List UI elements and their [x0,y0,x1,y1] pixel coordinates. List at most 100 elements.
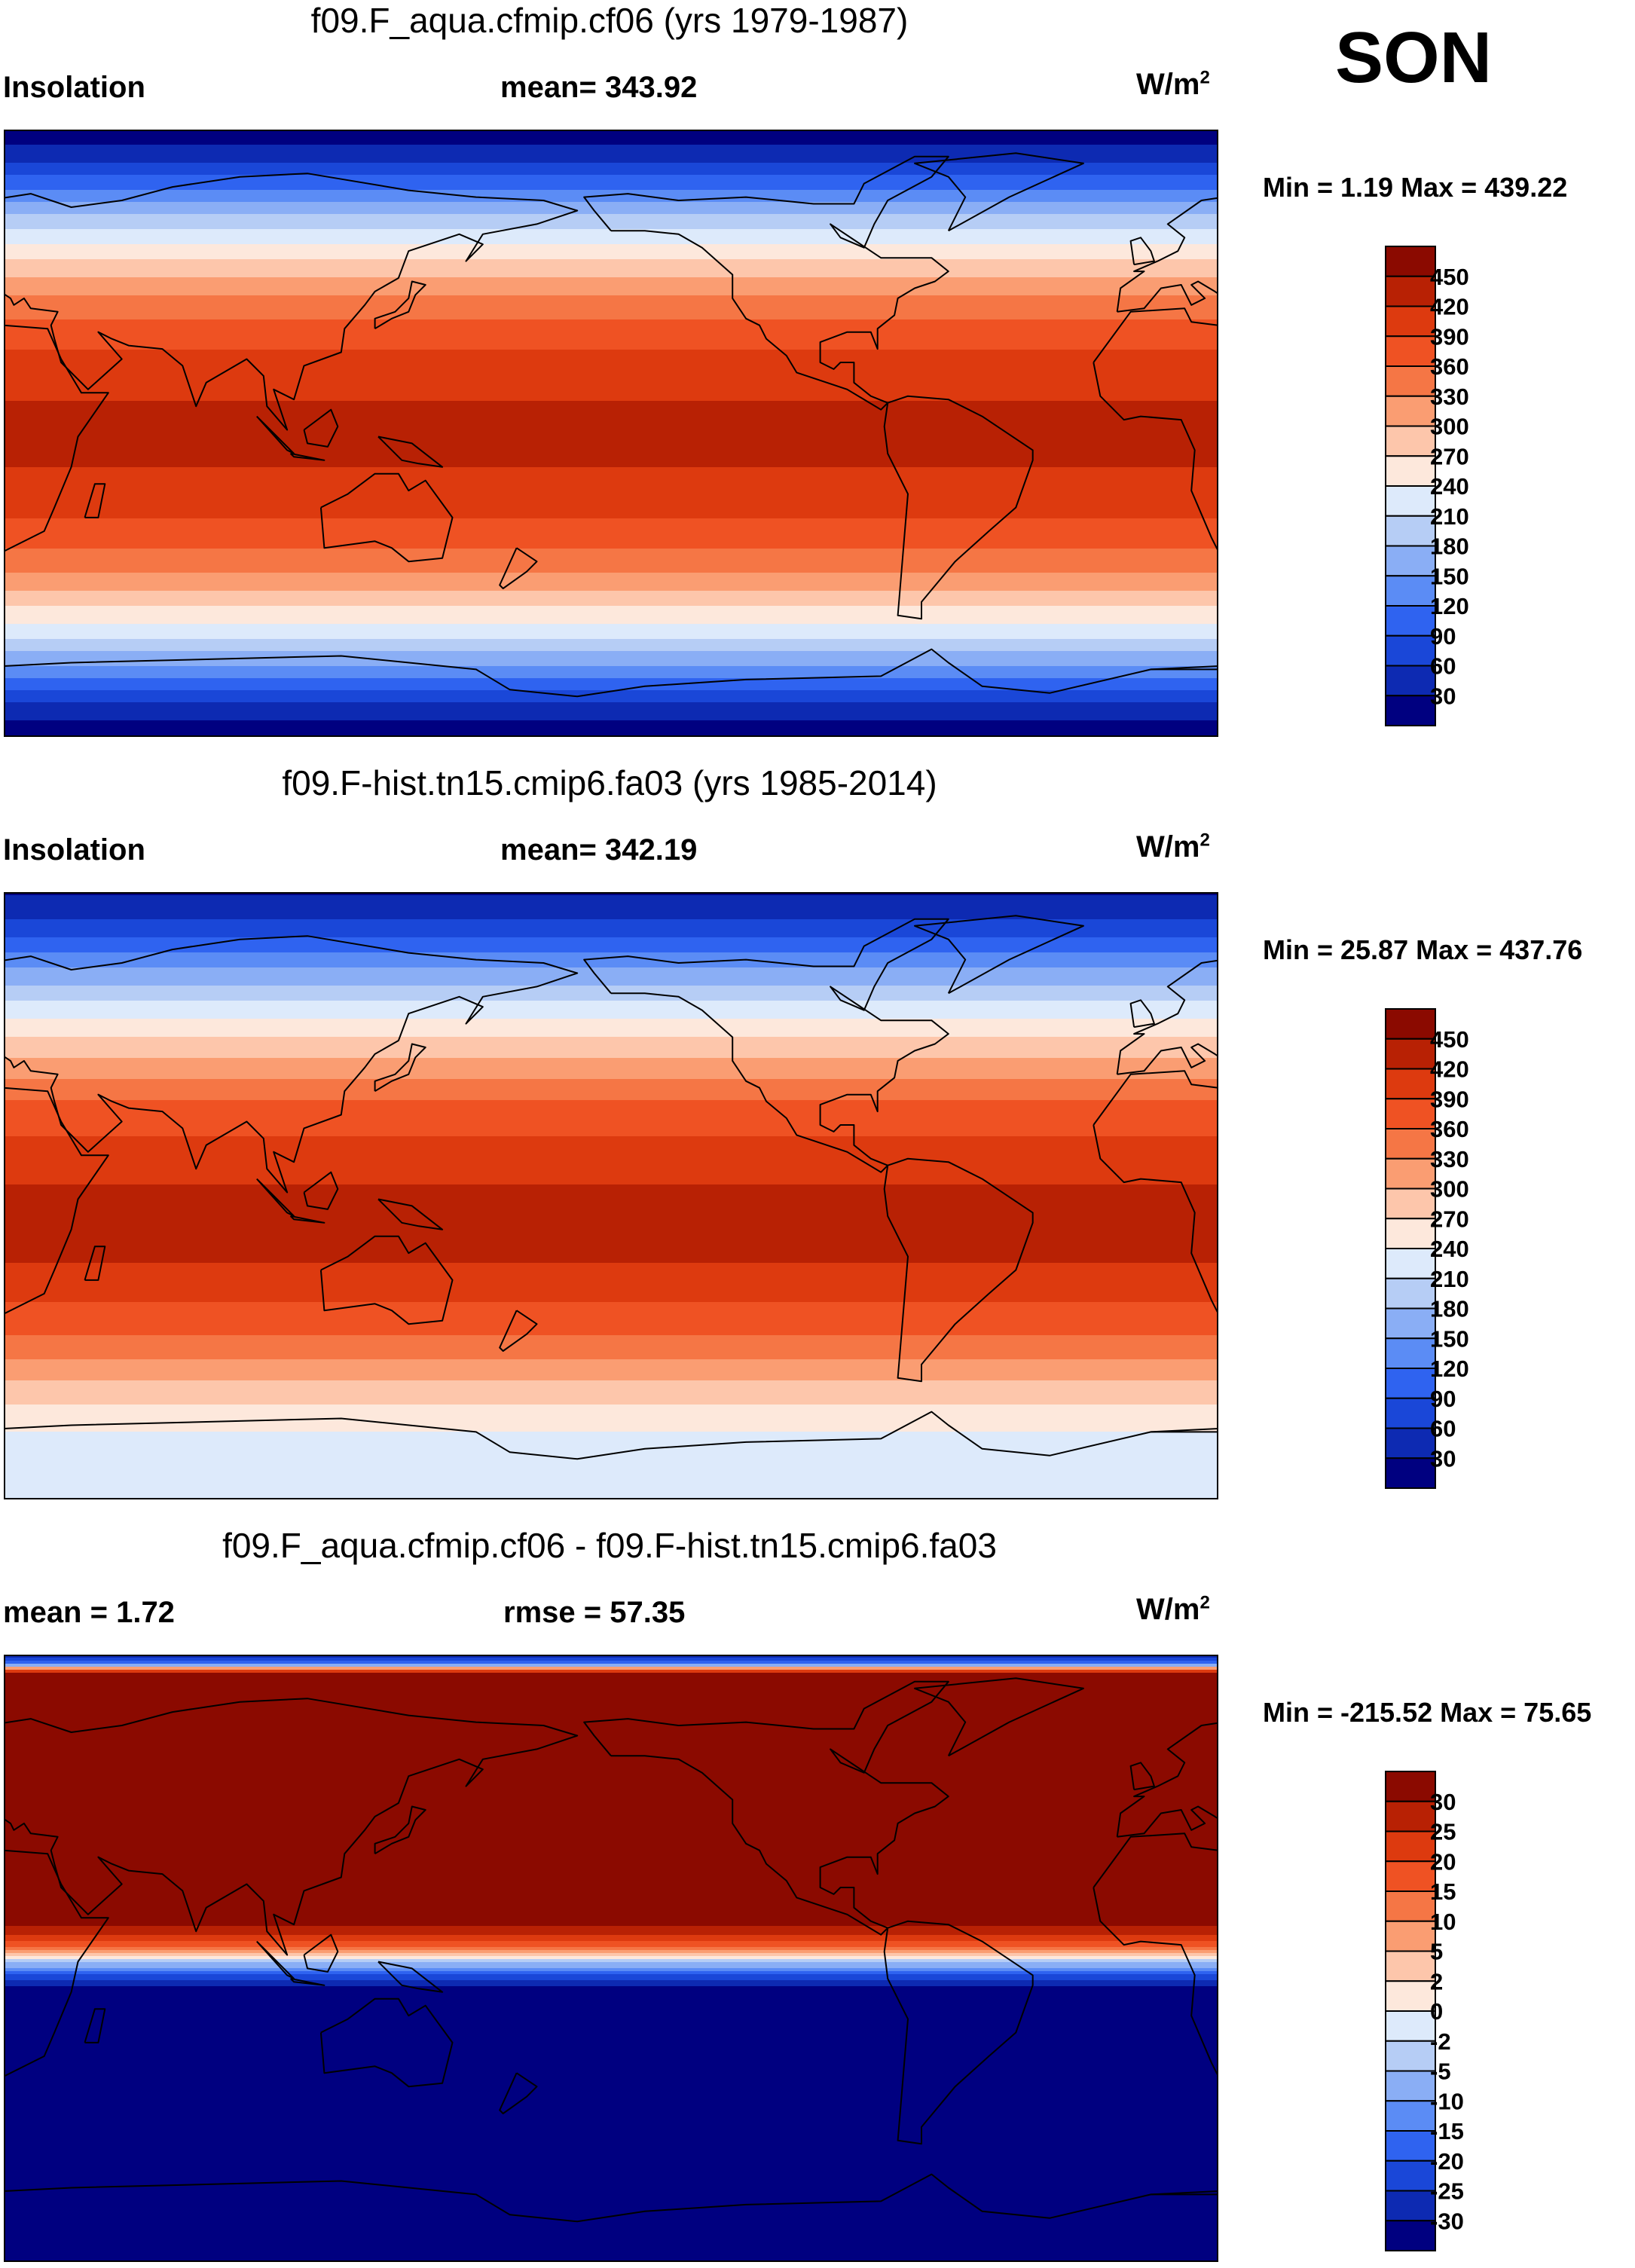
coastline [499,1310,538,1352]
contour-band [4,235,1218,239]
contour-band [4,1392,1218,1396]
contour-band [4,1115,1218,1119]
contour-band [4,196,1218,200]
contour-band [4,2194,1218,2198]
contour-band [4,1365,1218,1369]
contour-band [4,654,1218,658]
contour-band [4,1920,1218,1924]
colorbar-box [1385,2159,1436,2192]
coastline [1093,307,1218,552]
contour-band [4,2010,1218,2014]
colorbar-box [1385,1920,1436,1952]
contour-band [4,1775,1218,1779]
contour-band [4,1118,1218,1122]
colorbar-box [1385,2070,1436,2102]
contour-band [4,1769,1218,1773]
contour-band [4,1977,1218,1981]
contour-band [4,1248,1218,1252]
contour-band [4,2185,1218,2189]
contour-band [4,2053,1218,2056]
contour-band [4,1935,1218,1939]
contour-band [4,521,1218,525]
coastline [4,1411,1218,1460]
contour-band [4,1031,1218,1035]
contour-band [4,359,1218,362]
contour-band [4,1386,1218,1390]
contour-band [4,295,1218,299]
contour-band [4,398,1218,402]
contour-band [4,1697,1218,1701]
contour-band [4,609,1218,613]
contour-band [4,175,1218,179]
contour-band [4,1076,1218,1080]
contour-band [4,1001,1218,1004]
contour-band [4,928,1218,932]
colorbar-box [1385,605,1436,637]
contour-band [4,1462,1218,1466]
contour-band [4,1941,1218,1945]
contour-band [4,1971,1218,1975]
contour-band [4,1160,1218,1164]
contour-band [4,1829,1218,1833]
contour-band [4,672,1218,676]
contour-band [4,1417,1218,1420]
contour-band [4,500,1218,504]
colorbar-box [1385,665,1436,697]
colorbar-tick-label: 5 [1430,1939,1443,1965]
contour-band [4,1094,1218,1098]
contour-band [4,530,1218,534]
contour-band [4,1163,1218,1167]
contour-band [4,717,1218,721]
colorbar-tick-label: 360 [1430,353,1469,380]
contour-band [4,916,1218,920]
contour-band [4,1757,1218,1761]
contour-band [4,1435,1218,1438]
contour-band [4,2077,1218,2080]
contour-band [4,407,1218,411]
contour-band [4,2122,1218,2126]
colorbar-tick-label: 60 [1430,1416,1456,1442]
contour-band [4,1088,1218,1092]
panel1-title: f09.F_aqua.cfmip.cf06 (yrs 1979-1987) [310,1,909,40]
contour-band [4,1709,1218,1713]
contour-band [4,2131,1218,2135]
contour-band [4,618,1218,622]
colorbar-tick-label: 210 [1430,1266,1469,1292]
contour-band [4,2173,1218,2177]
contour-band [4,2022,1218,2026]
contour-band [4,1414,1218,1417]
colorbar-box [1385,1980,1436,2012]
colorbar-box [1385,2220,1436,2251]
contour-band [4,377,1218,381]
contour-band [4,1166,1218,1170]
coastline [914,915,1084,995]
contour-band [4,1890,1218,1894]
colorbar-tick-label: 450 [1430,264,1469,290]
contour-band [4,588,1218,591]
contour-band [4,431,1218,435]
contour-band [4,1486,1218,1490]
contour-band [4,1305,1218,1309]
coastline [84,483,106,518]
contour-band [4,1139,1218,1143]
coastline [319,472,454,563]
colorbar-box [1385,1068,1436,1100]
colorbar-tick-label: -25 [1430,2178,1464,2205]
contour-band [4,2164,1218,2168]
contour-band [4,1326,1218,1330]
panel3-map [4,1655,1218,2262]
contour-band [4,681,1218,685]
contour-band [4,986,1218,989]
contour-band [4,1203,1218,1206]
contour-band [4,983,1218,986]
contour-band [4,1085,1218,1089]
contour-band [4,515,1218,519]
coastline [84,1246,106,1281]
contour-band [4,1200,1218,1203]
coastline [256,415,295,454]
contour-band [4,1124,1218,1128]
contour-band [4,292,1218,296]
colorbar-tick-label: -20 [1430,2148,1464,2175]
contour-band [4,1420,1218,1423]
